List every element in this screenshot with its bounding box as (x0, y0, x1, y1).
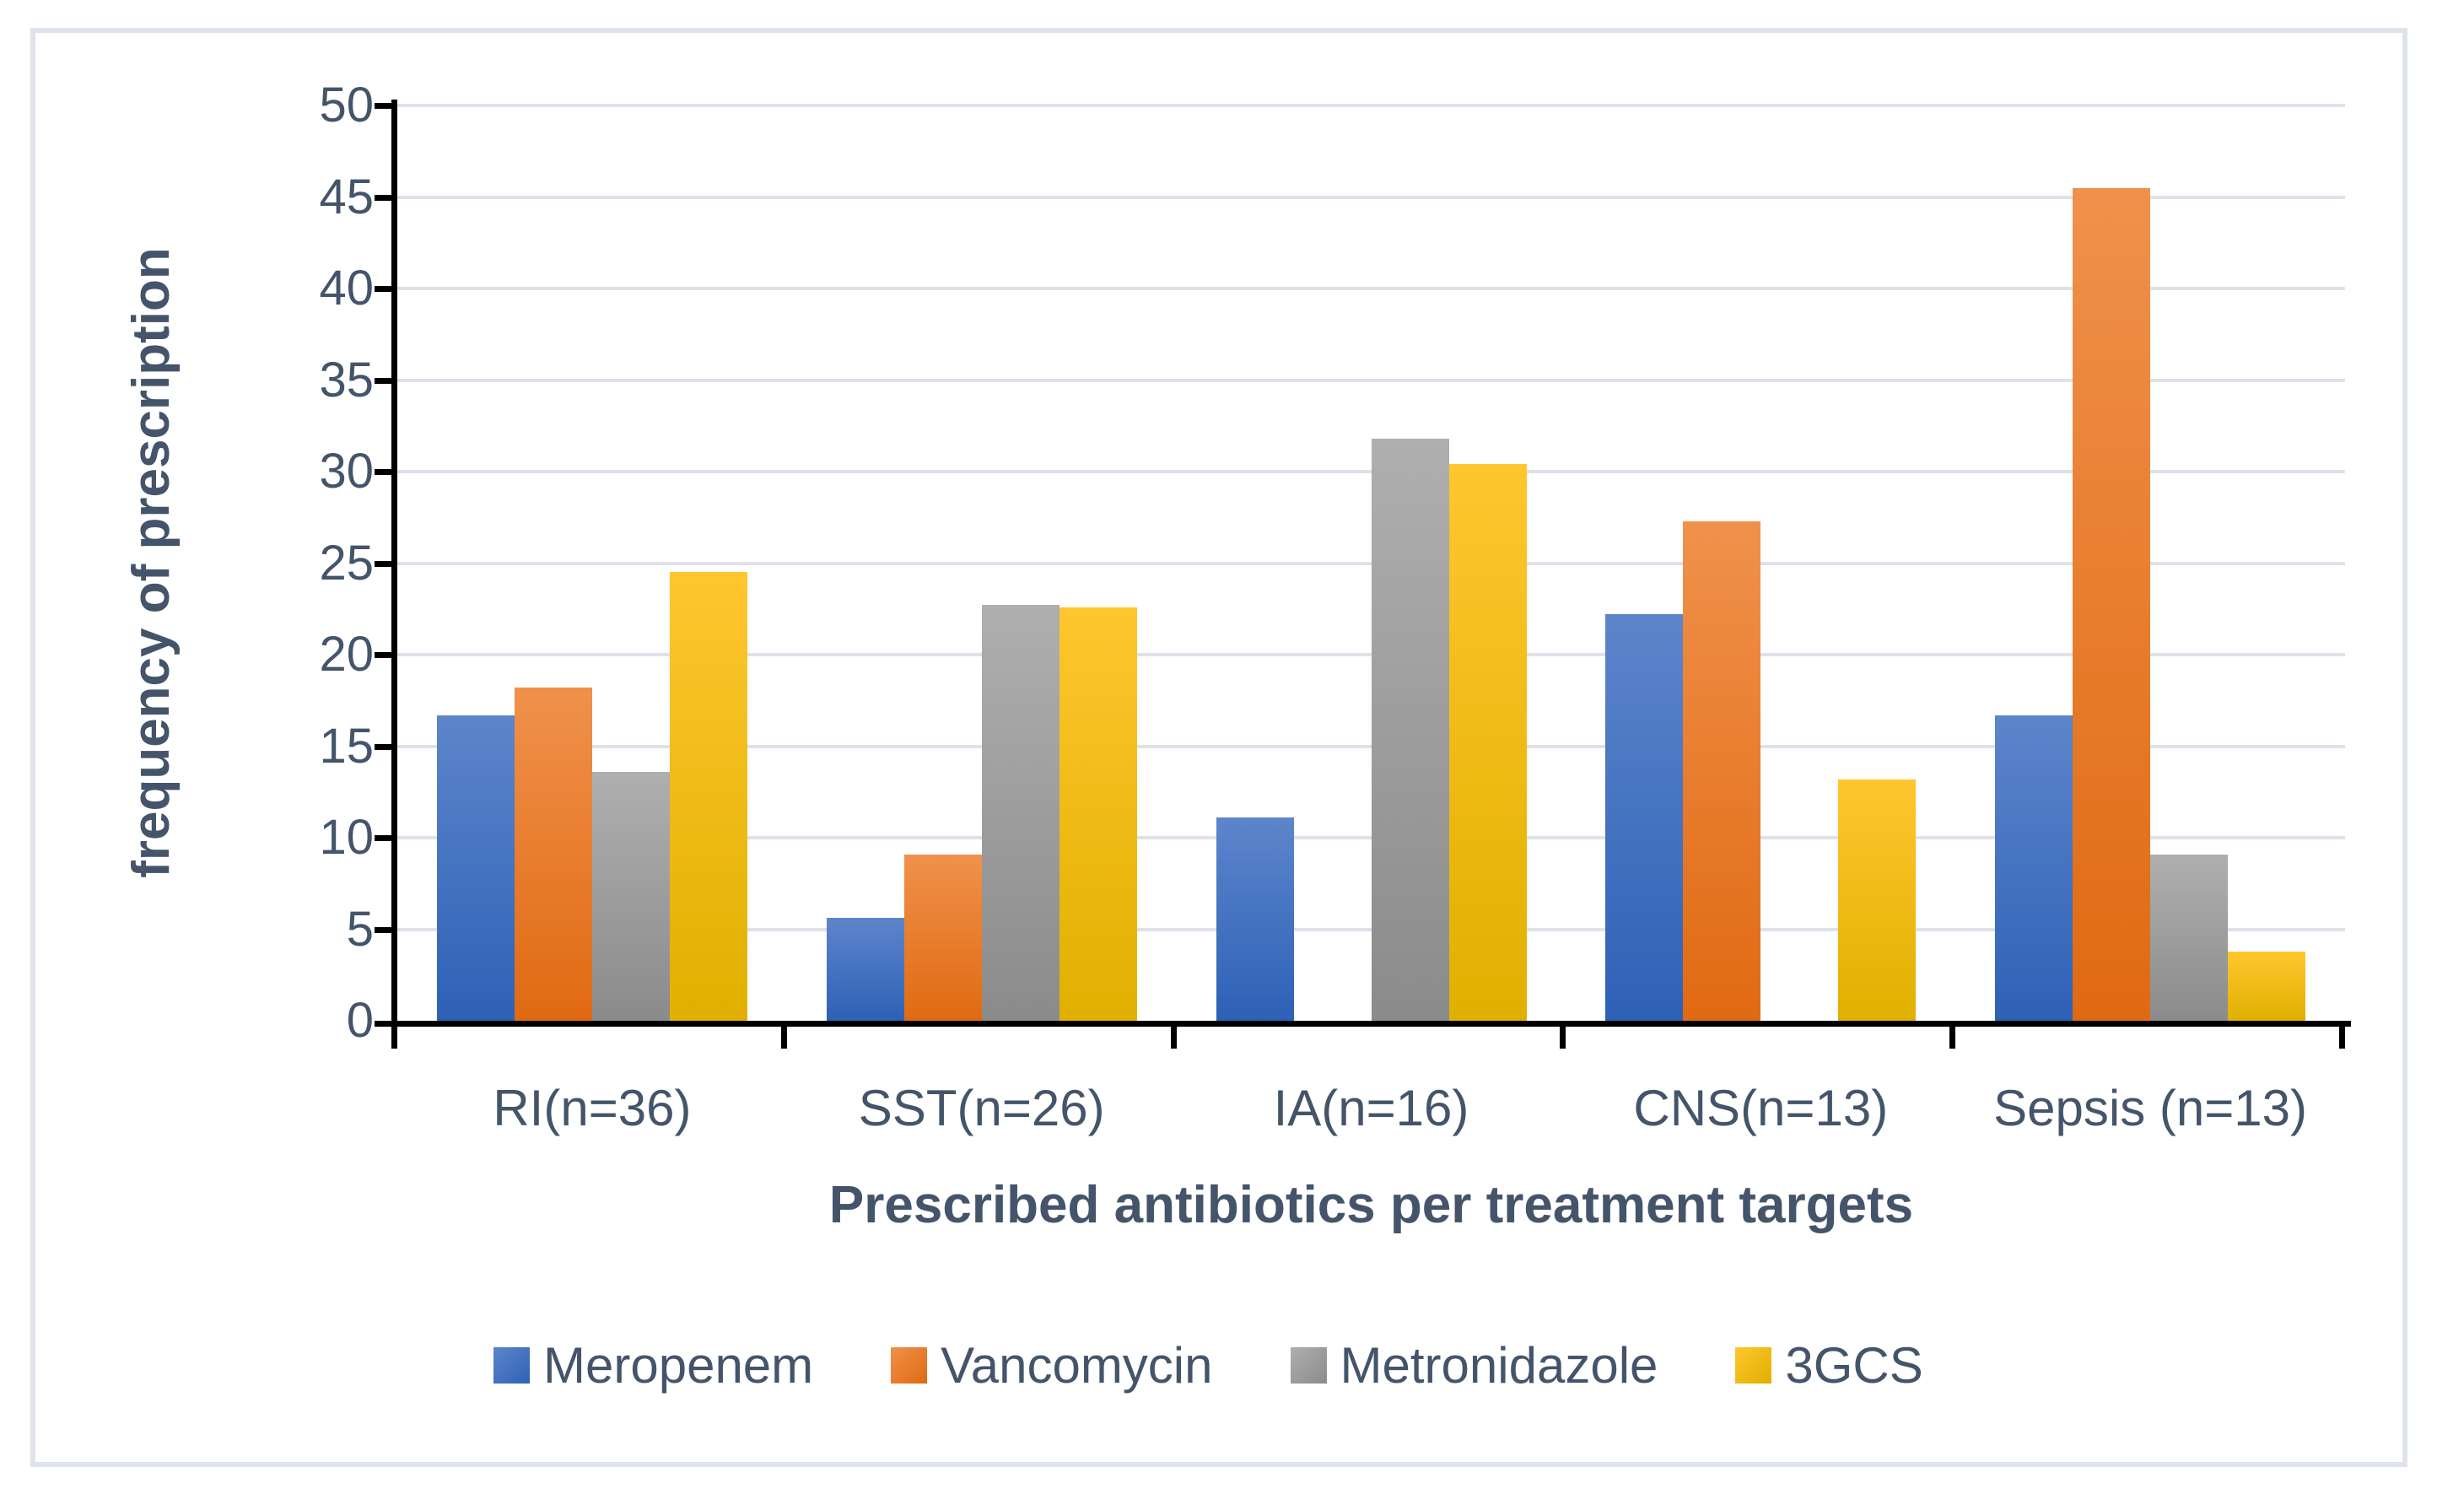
y-gridline-35 (397, 378, 2345, 382)
x-tick-mark-1 (780, 1021, 787, 1049)
legend-item-vancomycin: Vancomycin (891, 1336, 1213, 1394)
y-tick-mark-30 (375, 469, 397, 475)
y-tick-mark-20 (375, 652, 397, 658)
bar-vancomycin-1 (514, 688, 592, 1021)
bar-meropenem-3 (1216, 817, 1294, 1021)
category-label-5: Sepsis (n=13) (1993, 1080, 2308, 1136)
y-tick-label-25: 25 (319, 535, 374, 591)
y-axis-line (391, 100, 397, 1033)
bar-metronidazole-2 (981, 605, 1059, 1021)
x-tick-mark-3 (1560, 1021, 1566, 1049)
x-tick-mark-4 (1949, 1021, 1956, 1049)
vancomycin-legend-swatch (891, 1347, 928, 1384)
y-tick-label-35: 35 (319, 352, 374, 407)
chart-frame-border (30, 28, 2407, 1467)
y-tick-label-15: 15 (319, 718, 374, 774)
y-gridline-40 (397, 287, 2345, 290)
y-tick-label-50: 50 (319, 78, 374, 132)
y-tick-mark-45 (375, 194, 397, 201)
bar-vancomycin-5 (2073, 187, 2151, 1021)
category-label-3: IA(n=16) (1273, 1080, 1469, 1136)
y-tick-label-30: 30 (319, 444, 374, 499)
y-tick-mark-35 (375, 377, 397, 384)
y-tick-label-40: 40 (319, 261, 374, 316)
x-tick-mark-2 (1170, 1021, 1177, 1049)
category-label-4: CNS(n=13) (1633, 1080, 1889, 1136)
legend-label: Vancomycin (941, 1337, 1213, 1394)
bar-3gcs-4 (1838, 779, 1917, 1021)
bar-vancomycin-4 (1683, 521, 1761, 1021)
y-tick-mark-15 (375, 743, 397, 750)
bar-3gcs-1 (669, 572, 747, 1021)
x-axis-line (391, 1021, 2351, 1027)
x-tick-mark-5 (2339, 1021, 2345, 1049)
legend-item-3gcs: 3GCS (1735, 1336, 1923, 1394)
legend-item-meropenem: Meropenem (493, 1336, 813, 1394)
meropenem-legend-swatch (493, 1347, 530, 1384)
y-tick-mark-40 (375, 286, 397, 292)
y-tick-mark-25 (375, 560, 397, 567)
3gcs-legend-swatch (1735, 1347, 1772, 1384)
y-tick-label-0: 0 (346, 993, 374, 1048)
y-tick-mark-10 (375, 835, 397, 841)
bar-3gcs-5 (2228, 951, 2306, 1021)
y-tick-label-20: 20 (319, 627, 374, 682)
bar-metronidazole-1 (591, 771, 670, 1021)
bar-meropenem-2 (826, 918, 904, 1021)
y-gridline-50 (397, 104, 2345, 107)
bar-metronidazole-3 (1371, 438, 1449, 1021)
x-tick-mark-0 (391, 1021, 397, 1049)
y-tick-mark-50 (375, 103, 397, 109)
category-label-2: SST(n=26) (858, 1080, 1105, 1136)
y-tick-mark-5 (375, 926, 397, 933)
bar-meropenem-5 (1995, 715, 2073, 1021)
chart-legend: Meropenem Vancomycin Metronidazole 3GCS (493, 1336, 1923, 1394)
y-tick-mark-0 (375, 1021, 397, 1027)
category-label-1: RI(n=36) (493, 1080, 692, 1136)
y-axis-title: frequency of prescription (122, 247, 181, 878)
bar-meropenem-1 (436, 715, 515, 1021)
y-tick-label-45: 45 (319, 169, 374, 224)
legend-label: Meropenem (543, 1337, 814, 1394)
y-gridline-45 (397, 195, 2345, 199)
x-axis-title: Prescribed antibiotics per treatment tar… (828, 1176, 1914, 1234)
y-tick-label-5: 5 (346, 901, 374, 957)
bar-3gcs-3 (1448, 464, 1527, 1021)
bar-3gcs-2 (1059, 607, 1137, 1021)
metronidazole-legend-swatch (1290, 1347, 1327, 1384)
y-tick-label-10: 10 (319, 810, 374, 865)
legend-label: 3GCS (1785, 1337, 1923, 1394)
bar-vancomycin-2 (903, 854, 982, 1021)
legend-label: Metronidazole (1340, 1337, 1658, 1394)
legend-item-metronidazole: Metronidazole (1290, 1336, 1658, 1394)
bar-metronidazole-5 (2150, 854, 2229, 1021)
bar-meropenem-4 (1605, 614, 1684, 1021)
